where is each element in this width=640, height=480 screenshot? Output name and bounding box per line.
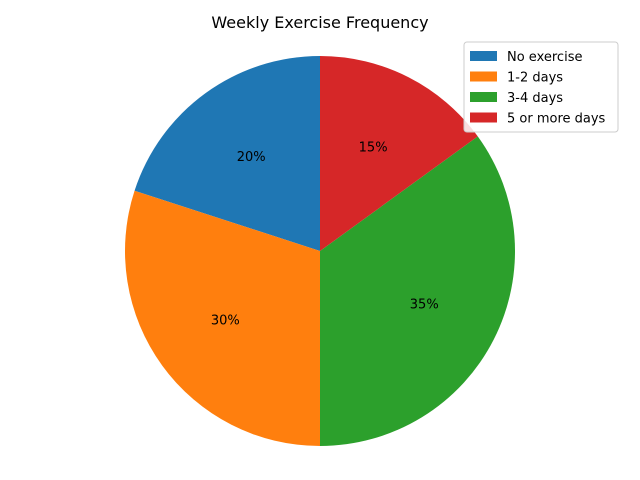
- pie-slice-3: [320, 136, 515, 446]
- pie-slice-1: [134, 56, 320, 251]
- slice-percentage-label: 35%: [410, 298, 439, 313]
- pie-slice-4: [320, 56, 478, 251]
- legend-box: [463, 41, 619, 133]
- slice-percentage-label: 30%: [211, 313, 240, 328]
- legend-swatch: [470, 112, 497, 123]
- slice-percentage-label: 20%: [237, 150, 266, 165]
- legend-label: 1-2 days: [507, 71, 563, 86]
- slice-percentage-label: 15%: [359, 140, 388, 155]
- legend-swatch: [470, 92, 497, 102]
- pie-slices: [124, 56, 515, 446]
- pie-slice-2: [124, 190, 320, 446]
- legend-swatch: [470, 51, 497, 61]
- legend-label: 5 or more days: [507, 112, 606, 127]
- legend: No exercise 1-2 days 3-4 days 5 or more day…: [463, 41, 619, 133]
- legend-label: No exercise: [507, 50, 582, 65]
- legend-label: 3-4 days: [507, 91, 563, 106]
- pie-percentage-labels: 20% 30% 35% 15%: [211, 140, 439, 328]
- legend-swatch: [470, 71, 497, 82]
- chart-title: Weekly Exercise Frequency: [211, 13, 428, 32]
